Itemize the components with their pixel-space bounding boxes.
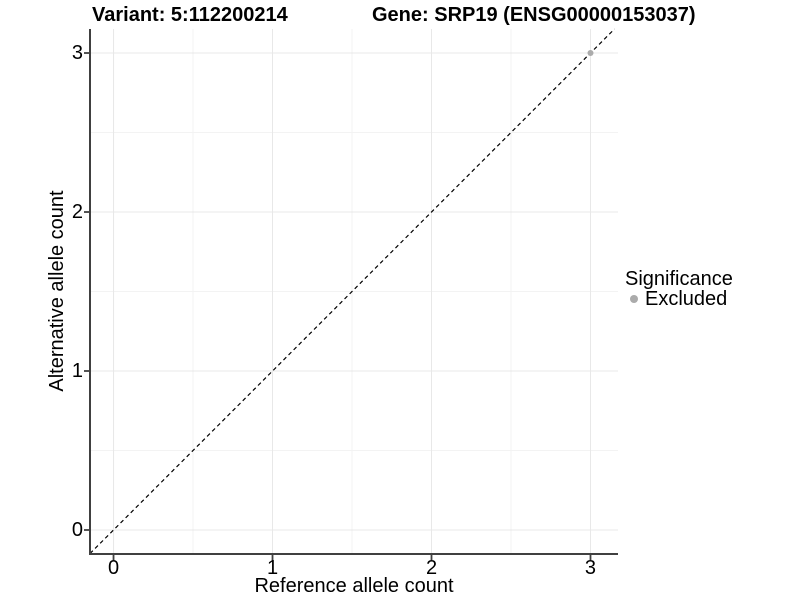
y-tick-label: 3: [71, 42, 83, 64]
legend-item-label: Excluded: [645, 288, 728, 310]
legend-key-dot-icon: [630, 295, 638, 303]
x-tick-label: 1: [266, 557, 279, 579]
legend-title: Significance: [625, 268, 733, 290]
x-tick-label: 0: [107, 557, 120, 579]
y-tick-label: 2: [71, 201, 83, 223]
x-tick-label: 3: [584, 557, 597, 579]
x-axis-title: Reference allele count: [254, 575, 454, 597]
data-point: [587, 50, 594, 57]
y-tick-label: 1: [71, 359, 83, 382]
legend-item: Excluded: [630, 289, 727, 309]
y-tick-label: 0: [71, 518, 83, 541]
gene-title: Gene: SRP19 (ENSG00000153037): [372, 4, 696, 26]
variant-title: Variant: 5:112200214: [92, 4, 288, 26]
y-axis-title: Alternative allele count: [46, 190, 68, 392]
x-tick-label: 2: [425, 557, 438, 579]
identity-dashed-line: [89, 28, 615, 554]
